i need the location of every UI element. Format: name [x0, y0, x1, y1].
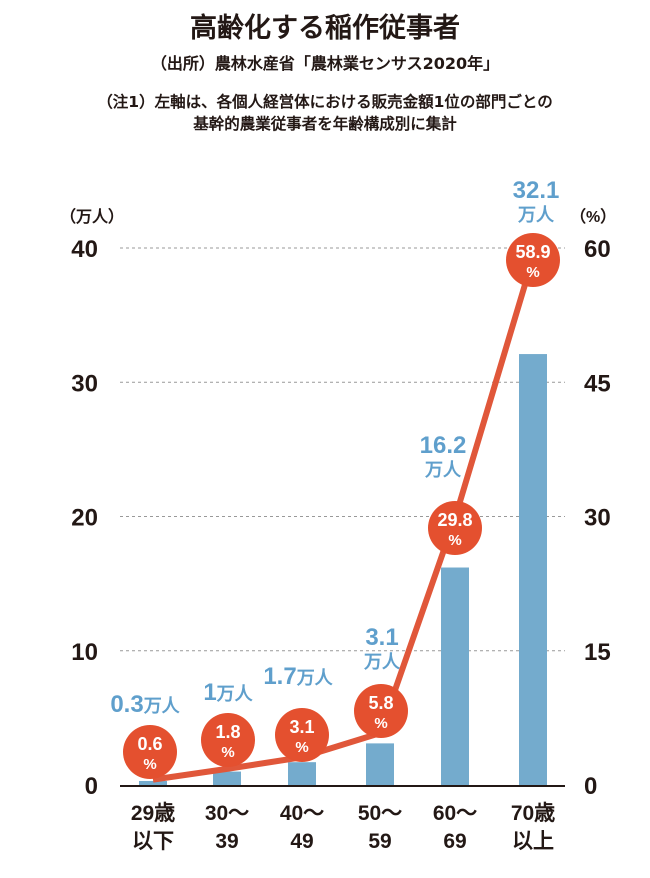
- line-value-unit: %: [143, 756, 156, 773]
- line-point-marker: [428, 501, 482, 555]
- bar: [288, 762, 316, 785]
- right-tick-label: 60: [584, 236, 611, 263]
- chart-note-line1: （注1）左軸は、各個人経営体における販売金額1位の部門ごとの: [97, 93, 553, 111]
- line-value-unit: %: [295, 739, 308, 756]
- line-series: [152, 256, 536, 783]
- bar: [213, 771, 241, 785]
- bar-value-unit: 万人: [517, 205, 555, 225]
- x-tick-label: 以上: [512, 830, 554, 853]
- right-axis-unit: （%）: [570, 208, 616, 226]
- left-tick-label: 40: [71, 236, 98, 263]
- x-tick-label: 29歳: [131, 802, 175, 825]
- line-value-label: 5.8: [368, 693, 393, 713]
- bar-value-unit: 万人: [216, 684, 254, 704]
- left-axis-unit: （万人）: [60, 208, 124, 226]
- left-tick-label: 10: [71, 639, 98, 666]
- line-value-unit: %: [374, 715, 387, 732]
- chart-title: 高齢化する稲作従事者: [190, 13, 460, 44]
- line-value-label: 0.6: [137, 734, 162, 754]
- line-value-label: 3.1: [289, 717, 314, 737]
- line-value-label: 1.8: [215, 722, 240, 742]
- right-tick-label: 15: [584, 639, 611, 666]
- line-point-marker: [506, 233, 560, 287]
- bar-value-label: 1万人: [203, 679, 253, 706]
- right-tick-label: 0: [584, 773, 597, 800]
- line-point-marker: [123, 725, 177, 779]
- chart-note-line2: 基幹的農業従事者を年齢構成別に集計: [193, 115, 457, 133]
- line-value-label: 29.8: [437, 510, 472, 530]
- bar-value-unit: 万人: [143, 696, 181, 716]
- x-tick-label: 39: [215, 830, 238, 853]
- x-tick-label: 49: [290, 830, 313, 853]
- x-tick-label: 以下: [132, 830, 174, 853]
- bar-value-unit: 万人: [296, 668, 334, 688]
- line-value-unit: %: [526, 264, 539, 281]
- bar: [139, 780, 167, 785]
- bar: [519, 354, 547, 785]
- x-tick-label: 30〜: [205, 802, 249, 825]
- chart-source: （出所）農林水産省「農林業センサス2020年」: [150, 54, 500, 73]
- line-point-marker: [201, 713, 255, 767]
- x-tick-label: 60〜: [433, 802, 477, 825]
- bar-value-label: 1.7万人: [263, 663, 333, 690]
- left-tick-label: 20: [71, 505, 98, 532]
- bar-value-label: 16.2: [420, 432, 467, 459]
- bar-value-label: 3.1: [365, 624, 398, 651]
- right-tick-label: 30: [584, 505, 611, 532]
- x-tick-label: 40〜: [280, 802, 324, 825]
- line-point-marker: [275, 708, 329, 762]
- bar: [441, 567, 469, 785]
- x-tick-label: 59: [368, 830, 391, 853]
- left-tick-label: 30: [71, 370, 98, 397]
- bar: [366, 743, 394, 785]
- line-value-unit: %: [221, 744, 234, 761]
- line-value-label: 58.9: [515, 242, 550, 262]
- left-tick-label: 0: [85, 773, 98, 800]
- line-value-unit: %: [448, 532, 461, 549]
- bar-value-unit: 万人: [424, 460, 462, 480]
- x-tick-label: 70歳: [511, 802, 555, 825]
- bar-value-unit: 万人: [363, 652, 401, 672]
- line-point-marker: [354, 684, 408, 738]
- bar-value-label: 0.3万人: [110, 691, 180, 718]
- x-tick-label: 50〜: [358, 802, 402, 825]
- x-tick-label: 69: [443, 830, 466, 853]
- right-tick-label: 45: [584, 370, 611, 397]
- bar-value-label: 32.1: [513, 177, 560, 204]
